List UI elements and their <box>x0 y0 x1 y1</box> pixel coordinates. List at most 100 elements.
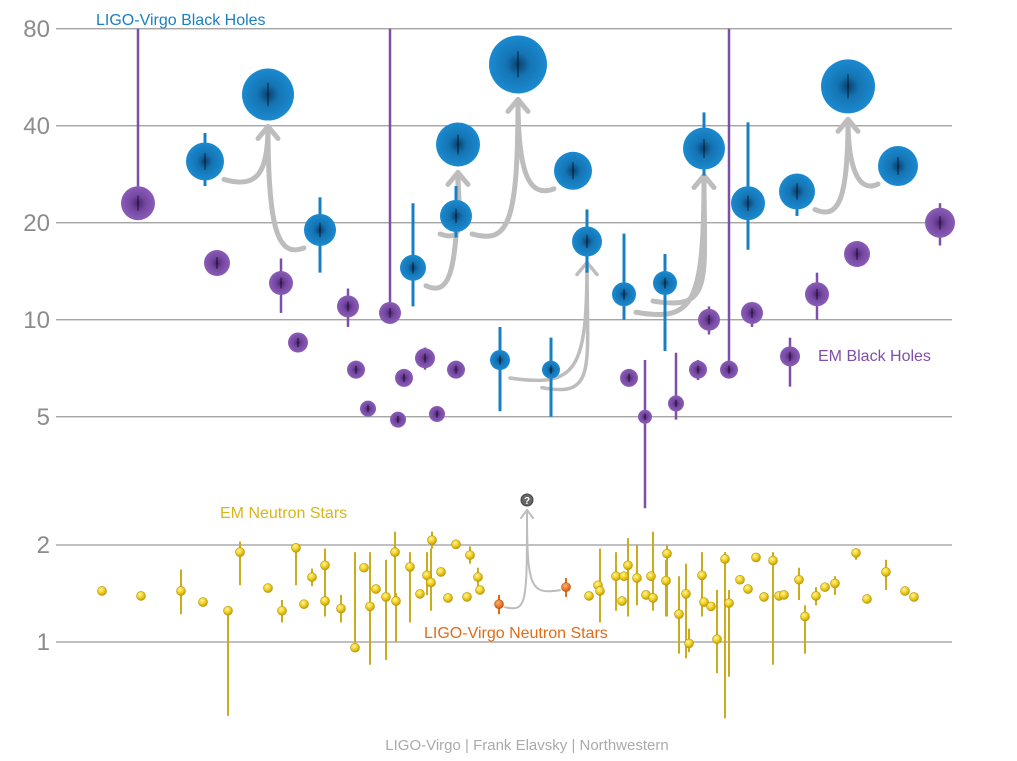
em-black-hole-point <box>447 360 465 379</box>
em-neutron-star-point <box>320 596 330 606</box>
em-black-hole-point <box>379 301 401 324</box>
ligo-black-hole-point <box>542 360 560 379</box>
em-black-hole-point <box>668 395 684 412</box>
em-neutron-star-point <box>136 591 146 601</box>
arrowhead <box>505 96 531 114</box>
em-neutron-star-point <box>350 642 360 653</box>
em-black-hole-point <box>429 406 445 423</box>
data-points: ? <box>97 35 955 653</box>
em-neutron-star-point <box>699 597 709 607</box>
em-neutron-star-point <box>768 555 778 566</box>
em-black-hole-point <box>925 207 955 238</box>
y-tick-label: 10 <box>23 307 50 334</box>
em-neutron-star-point <box>900 586 910 596</box>
em-neutron-star-point <box>820 582 830 592</box>
arrowhead <box>835 116 861 134</box>
em-neutron-star-point <box>223 605 233 616</box>
em-neutron-star-point <box>623 560 633 571</box>
legend-ligo-virgo-black-holes: LIGO-Virgo Black Holes <box>96 12 266 29</box>
em-neutron-star-point <box>320 560 330 571</box>
ligo-black-hole-point <box>821 59 875 114</box>
em-black-hole-point <box>698 308 720 331</box>
em-black-hole-point <box>360 400 376 417</box>
em-neutron-star-point <box>263 583 273 593</box>
em-neutron-star-point <box>299 599 309 610</box>
em-neutron-star-point <box>371 584 381 594</box>
error-bars <box>136 28 942 719</box>
em-neutron-star-point <box>881 567 891 577</box>
em-black-hole-point <box>844 241 870 267</box>
em-black-hole-point <box>121 186 155 221</box>
em-neutron-star-point <box>97 586 107 596</box>
em-neutron-star-point <box>648 593 658 603</box>
em-black-hole-point <box>689 360 707 379</box>
em-neutron-star-point <box>697 570 707 581</box>
em-neutron-star-point <box>706 601 716 612</box>
em-neutron-star-point <box>390 547 400 557</box>
ligo-black-hole-point <box>683 127 725 170</box>
em-neutron-star-point <box>830 578 840 589</box>
svg-text:?: ? <box>524 496 530 507</box>
em-neutron-star-point <box>811 591 821 601</box>
em-neutron-star-point <box>720 554 730 564</box>
em-neutron-star-point <box>751 552 761 563</box>
em-neutron-star-point <box>794 574 804 585</box>
ligo-black-hole-point <box>490 350 510 371</box>
em-neutron-star-point <box>681 589 691 599</box>
unknown-remnant-marker: ? <box>520 493 534 507</box>
ligo-black-hole-point <box>436 122 480 167</box>
em-neutron-star-point <box>619 571 629 582</box>
ligo-black-hole-point <box>400 254 426 281</box>
merger-arrow <box>650 173 708 306</box>
ligo-black-hole-point <box>878 146 918 187</box>
ligo-black-hole-point <box>779 173 815 210</box>
em-neutron-star-point <box>291 543 301 553</box>
chart-labels: LIGO-Virgo Black Holes EM Black Holes EM… <box>96 12 931 754</box>
ligo-black-hole-point <box>304 213 336 246</box>
em-neutron-star-point <box>674 609 684 619</box>
em-neutron-star-point <box>443 593 453 603</box>
em-neutron-star-point <box>475 585 485 595</box>
em-neutron-star-point <box>611 571 621 582</box>
legend-em-neutron-stars: EM Neutron Stars <box>220 505 347 522</box>
ligo-black-hole-point <box>489 35 547 94</box>
em-black-hole-point <box>741 301 763 324</box>
em-black-hole-point <box>204 250 230 277</box>
em-black-hole-point <box>638 409 652 424</box>
y-tick-label: 2 <box>37 532 50 559</box>
y-tick-label: 80 <box>23 16 50 43</box>
em-neutron-star-point <box>851 548 861 558</box>
em-black-hole-point <box>395 368 413 387</box>
ligo-neutron-star-point <box>561 582 571 592</box>
em-neutron-star-point <box>426 577 436 588</box>
em-neutron-star-point <box>800 611 810 622</box>
em-neutron-star-point <box>465 550 475 560</box>
em-neutron-star-point <box>405 562 415 572</box>
em-neutron-star-point <box>277 605 287 616</box>
em-neutron-star-point <box>381 592 391 602</box>
merger-arrow <box>504 509 528 610</box>
em-neutron-star-point <box>427 535 437 545</box>
em-neutron-star-point <box>712 634 722 645</box>
em-black-hole-point <box>390 411 406 428</box>
em-neutron-star-point <box>415 589 425 599</box>
credit-line: LIGO-Virgo | Frank Elavsky | Northwester… <box>385 737 668 754</box>
arrowhead <box>445 169 471 187</box>
merger-arrow <box>526 509 561 593</box>
ligo-black-hole-point <box>186 142 224 181</box>
ligo-neutron-star-point <box>494 599 504 610</box>
em-black-hole-point <box>415 348 435 369</box>
em-black-hole-point <box>288 332 308 353</box>
merger-arrow <box>845 116 881 189</box>
ligo-black-hole-point <box>653 271 677 296</box>
em-neutron-star-point <box>862 594 872 604</box>
ligo-black-hole-point <box>612 282 636 307</box>
em-black-hole-point <box>269 271 293 296</box>
em-neutron-star-point <box>336 603 346 614</box>
merger-arrows <box>221 96 881 610</box>
em-neutron-star-point <box>391 596 401 606</box>
em-neutron-star-point <box>662 548 672 559</box>
em-neutron-star-point <box>684 638 694 649</box>
em-neutron-star-point <box>779 590 789 600</box>
em-neutron-star-point <box>759 592 769 602</box>
